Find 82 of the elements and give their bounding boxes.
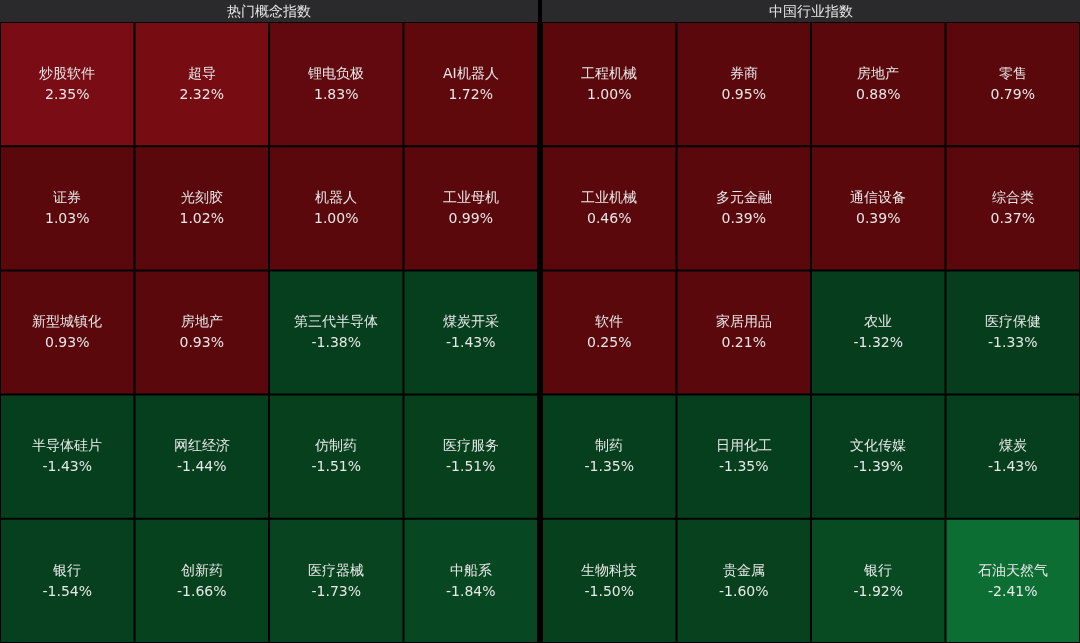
data-label: -1.51% bbox=[311, 458, 362, 475]
data-label: 0.93% bbox=[179, 334, 224, 351]
category-label: 银行 bbox=[863, 561, 893, 578]
category-label: 工程机械 bbox=[581, 64, 638, 81]
data-label: 1.83% bbox=[314, 85, 359, 102]
category-label: 煤炭 bbox=[998, 437, 1027, 454]
category-label: 通信设备 bbox=[850, 188, 907, 205]
category-label: 锂电负极 bbox=[307, 64, 365, 81]
data-label: -1.44% bbox=[176, 458, 227, 475]
category-label: 农业 bbox=[864, 313, 893, 330]
data-label: -1.43% bbox=[42, 458, 93, 475]
data-label: -1.60% bbox=[718, 582, 769, 599]
category-label: 医疗器械 bbox=[308, 561, 365, 578]
data-label: 1.72% bbox=[448, 85, 493, 102]
data-label: 1.00% bbox=[587, 85, 632, 102]
category-label: 房地产 bbox=[180, 313, 223, 330]
data-label: 0.79% bbox=[990, 85, 1035, 102]
category-label: 机器人 bbox=[315, 188, 358, 205]
category-label: 贵金属 bbox=[722, 561, 765, 578]
data-label: 2.32% bbox=[179, 85, 224, 102]
category-label: 房地产 bbox=[857, 64, 900, 81]
category-label: 工业母机 bbox=[442, 188, 499, 205]
data-label: 0.39% bbox=[856, 209, 901, 226]
category-label: 制药 bbox=[595, 437, 624, 454]
category-label: 医疗保健 bbox=[984, 313, 1041, 330]
category-label: AI机器人 bbox=[442, 64, 499, 81]
category-label: 工业机械 bbox=[581, 188, 638, 205]
category-label: 银行 bbox=[52, 561, 82, 578]
category-label: 中船系 bbox=[449, 561, 492, 578]
data-label: -1.73% bbox=[311, 582, 362, 599]
data-label: -1.51% bbox=[445, 458, 496, 475]
category-label: 炒股软件 bbox=[39, 64, 96, 81]
header-strip: 热门概念指数 bbox=[0, 0, 538, 22]
category-label: 第三代半导体 bbox=[294, 313, 379, 330]
category-label: 网红经济 bbox=[173, 437, 230, 454]
category-label: 日用化工 bbox=[715, 437, 772, 454]
category-label: 超导 bbox=[187, 64, 216, 81]
data-label: -1.39% bbox=[853, 458, 904, 475]
header-strip: 中国行业指数 bbox=[542, 0, 1080, 22]
category-label: 医疗服务 bbox=[442, 437, 499, 454]
data-label: -1.54% bbox=[42, 582, 93, 599]
data-label: 1.03% bbox=[45, 209, 90, 226]
data-label: 0.99% bbox=[448, 209, 493, 226]
data-label: -1.50% bbox=[584, 582, 635, 599]
category-label: 文化传媒 bbox=[850, 437, 907, 454]
category-label: 创新药 bbox=[180, 561, 223, 578]
category-label: 石油天然气 bbox=[977, 561, 1048, 578]
category-label: 多元金融 bbox=[715, 188, 772, 205]
category-label: 煤炭开采 bbox=[442, 313, 499, 330]
data-label: 0.93% bbox=[45, 334, 90, 351]
category-label: 零售 bbox=[998, 64, 1027, 81]
data-label: -1.35% bbox=[718, 458, 769, 475]
category-label: 仿制药 bbox=[314, 437, 358, 454]
data-label: 0.21% bbox=[721, 334, 766, 351]
category-label: 家居用品 bbox=[715, 313, 772, 330]
data-label: 0.46% bbox=[587, 209, 632, 226]
category-label: 综合类 bbox=[991, 188, 1034, 205]
data-label: -2.41% bbox=[987, 582, 1038, 599]
data-label: -1.43% bbox=[987, 458, 1038, 475]
category-label: 半导体硅片 bbox=[32, 437, 103, 454]
category-label: 券商 bbox=[729, 64, 758, 81]
category-label: 生物科技 bbox=[581, 561, 638, 578]
data-label: -1.43% bbox=[445, 334, 496, 351]
data-label: 0.39% bbox=[721, 209, 766, 226]
data-label: 0.88% bbox=[856, 85, 901, 102]
data-label: 1.00% bbox=[314, 209, 359, 226]
data-label: 2.35% bbox=[45, 85, 90, 102]
data-label: -1.84% bbox=[445, 582, 496, 599]
data-label: 1.02% bbox=[179, 209, 224, 226]
category-label: 证券 bbox=[53, 188, 82, 205]
data-label: -1.38% bbox=[311, 334, 362, 351]
data-label: -1.35% bbox=[584, 458, 635, 475]
data-label: -1.32% bbox=[853, 334, 904, 351]
data-label: -1.66% bbox=[176, 582, 227, 599]
data-label: 0.37% bbox=[990, 209, 1035, 226]
category-label: 软件 bbox=[595, 313, 624, 330]
data-label: 0.95% bbox=[721, 85, 766, 102]
data-label: 0.25% bbox=[587, 334, 632, 351]
data-label: -1.92% bbox=[853, 582, 904, 599]
data-label: -1.33% bbox=[987, 334, 1038, 351]
category-label: 新型城镇化 bbox=[32, 313, 103, 330]
category-label: 光刻胶 bbox=[180, 188, 223, 205]
